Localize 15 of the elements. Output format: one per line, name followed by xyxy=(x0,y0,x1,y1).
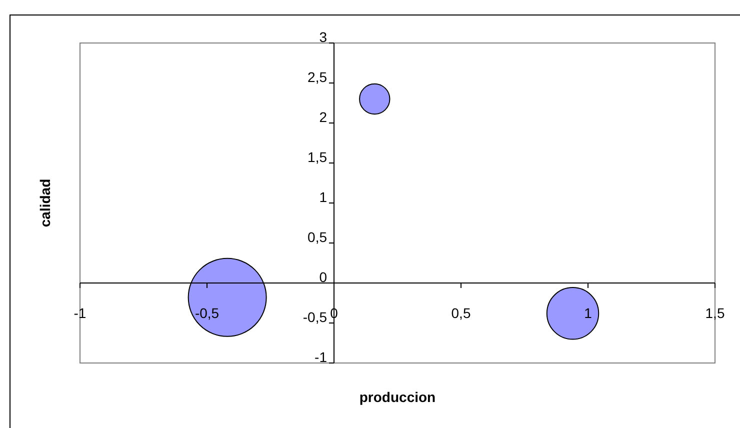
y-axis-title: calidad xyxy=(37,178,53,228)
x-axis-title: produccion xyxy=(359,389,436,405)
y-tick-label: 3 xyxy=(319,29,328,45)
y-tick-label: 0,5 xyxy=(308,229,328,245)
y-tick-label: 1 xyxy=(319,189,328,205)
x-tick-label: 1 xyxy=(584,305,592,321)
x-tick-label: -1 xyxy=(74,305,86,321)
y-tick-label: 2,5 xyxy=(308,69,328,85)
x-tick-label: 1,5 xyxy=(705,305,725,321)
x-tick-label: -0,5 xyxy=(194,305,220,321)
y-tick-label: 1,5 xyxy=(308,149,328,165)
y-tick-label: 2 xyxy=(319,109,328,125)
y-tick-label: 0 xyxy=(319,269,328,285)
x-tick-label: 0,5 xyxy=(451,305,471,321)
y-tick-label: -1 xyxy=(314,349,328,365)
